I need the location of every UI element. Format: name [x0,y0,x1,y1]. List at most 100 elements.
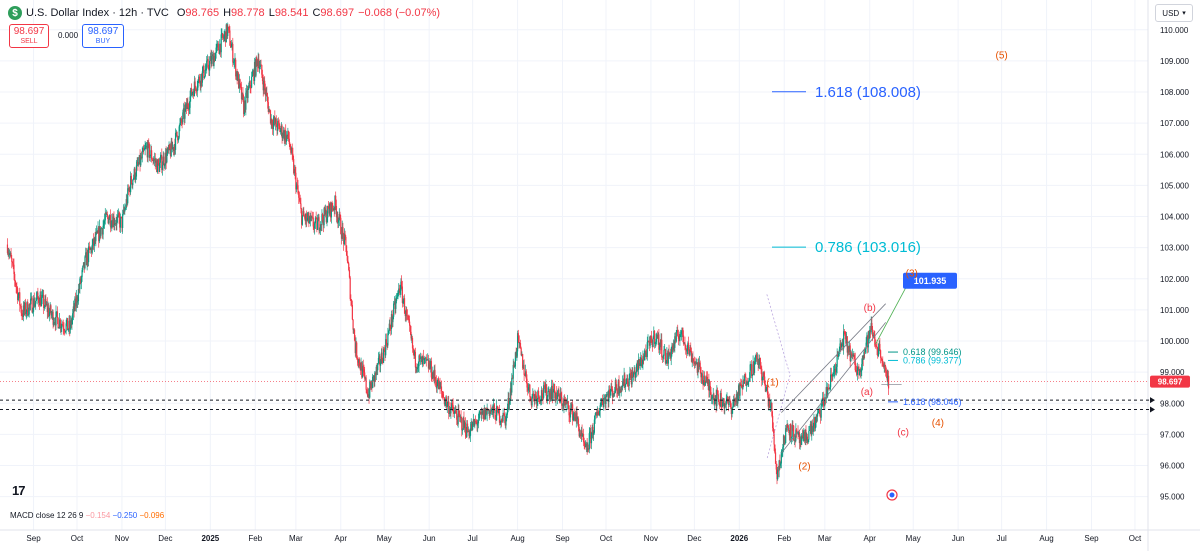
channel-line[interactable] [781,303,886,413]
candle-body [414,351,416,356]
candle-body [160,155,162,159]
candle-body [61,324,64,326]
candle-body [610,386,612,392]
candle-body [294,169,296,173]
target-price-callout[interactable] [903,272,957,289]
symbol-title[interactable]: U.S. Dollar Index · 12h · TVC [26,7,169,19]
candle-body [456,413,458,420]
candle-body [17,295,19,301]
macd-histogram-value: −0.154 [85,511,111,520]
candle-body [401,281,403,287]
fib-level-label: 1.618 (108.008) [815,84,921,101]
time-axis[interactable]: Sep Oct Nov Dec 2025 Feb Mar Apr May Jun Jul Aug Sep… [0,529,1200,543]
projection-line[interactable] [875,281,910,345]
sell-button[interactable]: 98.697 SELL [9,24,49,48]
candle-body [427,359,429,361]
candle-body [195,86,197,91]
y-tick-label: 108.000 [1160,88,1189,97]
candle-body [836,354,838,367]
candle-body [190,88,192,97]
candle-body [493,404,495,410]
y-tick-label: 106.000 [1160,150,1189,159]
candle-body [630,373,632,376]
candle-body [514,366,516,368]
candle-body [435,379,437,382]
candle-body [632,371,634,377]
candle-body [197,80,199,88]
candle-body [480,412,482,415]
candle-body [270,118,272,124]
candle-body [810,424,812,435]
wave-label[interactable]: (b) [864,303,876,314]
x-tick-label: Sep [1084,534,1099,543]
candle-body [29,304,31,306]
candle-body [744,375,746,377]
candle-body [413,348,415,356]
wave-label[interactable]: (2) [798,462,810,473]
candle-body [71,319,73,325]
candle-body [443,397,445,405]
candle-body [227,26,229,37]
candle-body [211,55,213,64]
candle-body [552,391,554,399]
candle-body [25,312,27,315]
candle-body [715,395,717,407]
candle-body [778,460,780,471]
candle-body [132,179,134,186]
candle-body [703,375,706,386]
candle-body [50,305,52,315]
candle-body [739,384,741,396]
candle-body [391,313,393,323]
x-tick-label: Feb [777,534,791,543]
buy-button[interactable]: 98.697 BUY [82,24,124,48]
candle-body [793,425,795,441]
wave-label[interactable]: (c) [897,427,909,438]
candle-body [878,344,880,349]
candle-body [595,412,598,416]
wave-label[interactable]: (5) [996,51,1008,62]
level-marker-icon [1150,397,1155,404]
candle-body [464,422,467,434]
candle-body [827,388,829,397]
candle-body [701,373,703,381]
last-price-label-bg[interactable] [1150,375,1190,388]
candle-body [567,401,569,406]
candle-body [845,336,848,344]
candle-body [225,24,227,43]
candle-body [377,363,379,371]
wave-label[interactable]: (3) [906,269,918,280]
wave-label[interactable]: (4) [932,418,944,429]
candle-body [638,359,640,366]
candle-body [389,323,391,329]
channel-line[interactable] [781,322,887,454]
candle-body [88,246,90,249]
chevron-down-icon: ▾ [1182,10,1186,17]
candle-body [863,351,865,360]
candle-body [379,356,381,366]
candle-body [532,393,534,397]
candle-body [297,185,299,194]
price-axis[interactable]: 95.000 96.000 97.000 98.000 99.000 100.000 101… [1147,0,1189,551]
wave-label[interactable]: (1) [767,377,779,388]
candle-body [247,88,249,99]
measure-triangle[interactable] [766,294,791,460]
wave-label[interactable]: (a) [861,387,873,398]
candle-body [585,443,588,447]
candle-body [218,50,220,54]
candle-body [440,386,443,392]
candle-body [26,302,28,313]
candle-body [58,327,60,329]
candle-body [674,336,677,342]
candle-body [10,252,12,259]
candle-body [324,208,326,215]
candle-body [461,418,463,431]
candle-body [785,428,787,444]
candle-body [409,321,411,326]
currency-button[interactable]: USD ▾ [1155,4,1193,22]
candle-body [303,211,305,217]
macd-legend[interactable]: MACD close 12 26 9 −0.154 −0.250 −0.096 [10,511,164,520]
tradingview-logo-icon[interactable]: 17 [12,483,26,498]
candle-body [832,372,835,374]
drawing-overlays[interactable]: 98.697 1.618 (108.008) 0.786 (103.016) 0.61… [0,51,1190,501]
